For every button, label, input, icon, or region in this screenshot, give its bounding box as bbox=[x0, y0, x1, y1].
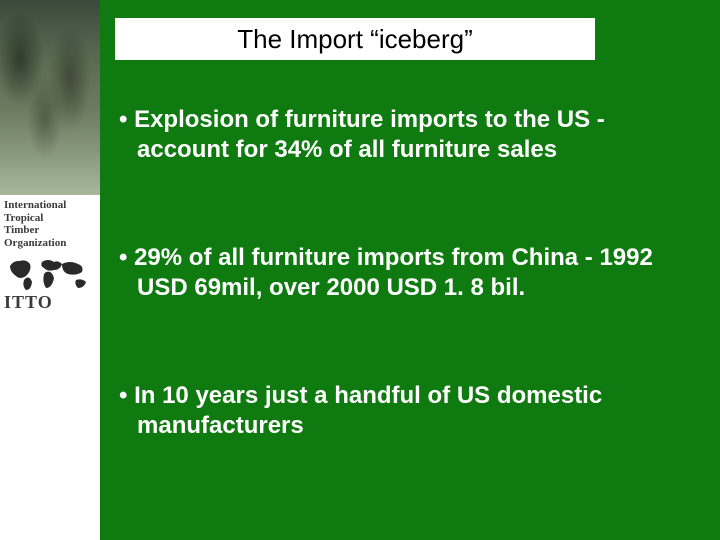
org-name-line-1: International bbox=[4, 199, 66, 212]
slide-title: The Import “iceberg” bbox=[237, 24, 473, 55]
bullet-item: In 10 years just a handful of US domesti… bbox=[115, 381, 690, 441]
forest-photo bbox=[0, 0, 100, 195]
slide: International Tropical Timber Organizati… bbox=[0, 0, 720, 540]
org-name-line-4: Organization bbox=[4, 237, 66, 250]
title-bar: The Import “iceberg” bbox=[115, 18, 595, 60]
bullet-item: Explosion of furniture imports to the US… bbox=[115, 105, 690, 165]
main-content: The Import “iceberg” Explosion of furnit… bbox=[100, 0, 720, 540]
sidebar: International Tropical Timber Organizati… bbox=[0, 0, 100, 540]
org-name-line-3: Timber bbox=[4, 224, 39, 237]
bullet-list: Explosion of furniture imports to the US… bbox=[115, 105, 690, 519]
world-map-icon bbox=[4, 252, 96, 294]
itto-acronym: ITTO bbox=[4, 292, 53, 313]
itto-logo-block: International Tropical Timber Organizati… bbox=[0, 195, 100, 313]
bullet-item: 29% of all furniture imports from China … bbox=[115, 243, 690, 303]
org-name-line-2: Tropical bbox=[4, 212, 43, 225]
